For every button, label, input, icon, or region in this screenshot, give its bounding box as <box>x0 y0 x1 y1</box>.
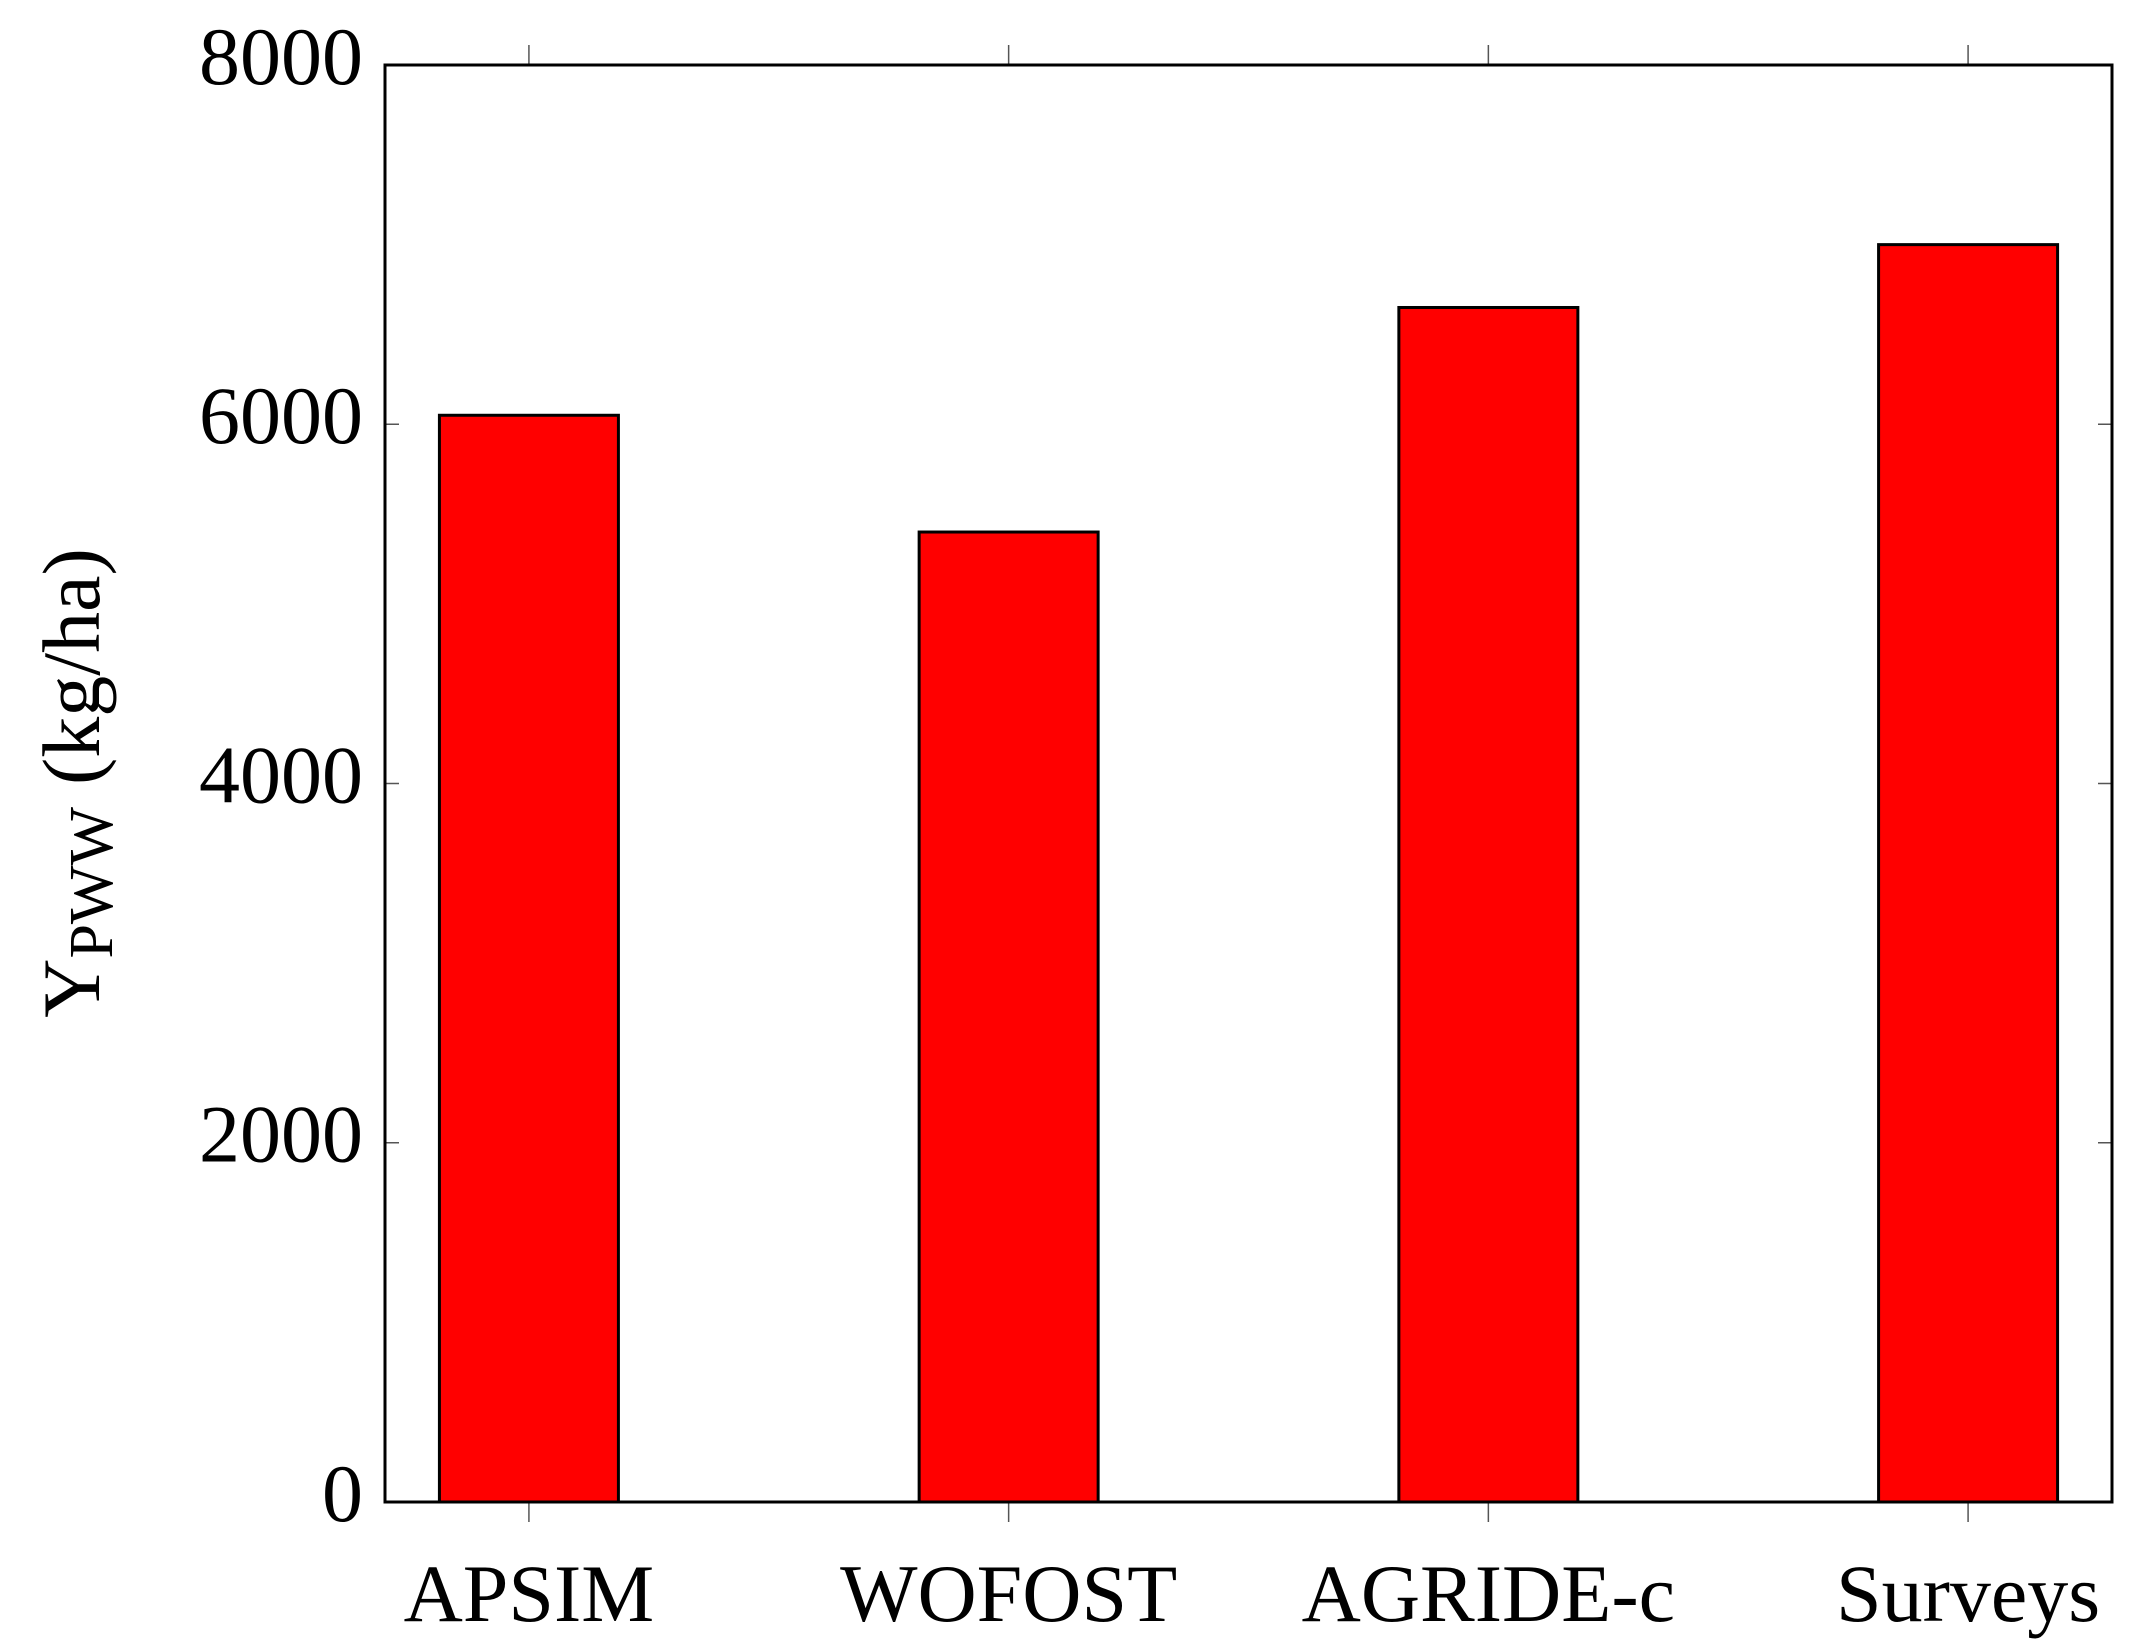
plot-frame <box>383 63 2114 1504</box>
y-tick-label: 6000 <box>199 370 363 461</box>
bar <box>437 413 620 1504</box>
bar <box>917 530 1100 1504</box>
y-axis-label: YPWW (kg/ha) <box>26 548 126 1018</box>
x-tick-label: Surveys <box>1836 1548 2100 1639</box>
y-label-subscript: PWW <box>58 807 126 959</box>
x-tick-label: APSIM <box>404 1548 655 1639</box>
y-label-main: Y <box>26 959 117 1018</box>
x-tick-label: AGRIDE-c <box>1302 1548 1675 1639</box>
y-label-unit: (kg/ha) <box>26 548 117 785</box>
bar <box>1877 243 2060 1504</box>
y-tick-label: 2000 <box>199 1089 363 1180</box>
bar <box>1397 305 1580 1504</box>
y-tick-label: 0 <box>322 1448 363 1539</box>
y-tick-label: 8000 <box>199 11 363 102</box>
y-tick-label: 4000 <box>199 729 363 820</box>
x-tick-label: WOFOST <box>840 1548 1177 1639</box>
